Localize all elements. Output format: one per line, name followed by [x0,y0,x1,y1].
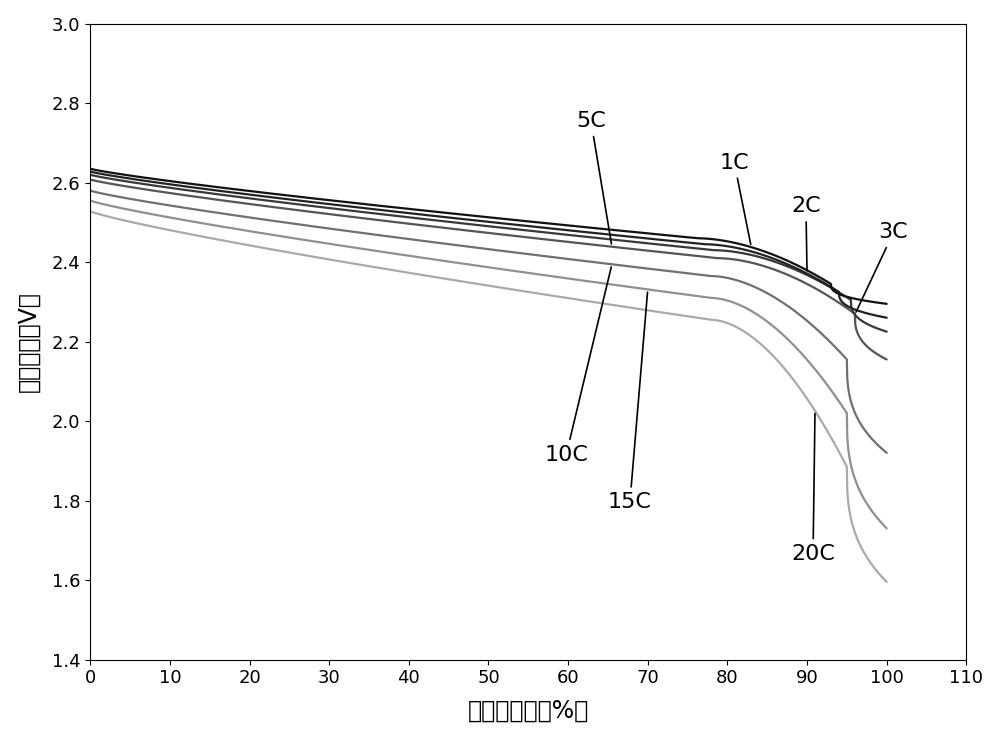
Text: 20C: 20C [791,413,835,564]
Text: 3C: 3C [856,222,908,312]
X-axis label: 容量保持率（%）: 容量保持率（%） [468,698,589,722]
Text: 15C: 15C [608,292,652,512]
Text: 1C: 1C [719,153,751,245]
Text: 5C: 5C [576,111,611,244]
Y-axis label: 放电电压（V）: 放电电压（V） [17,291,41,392]
Text: 2C: 2C [791,197,821,270]
Text: 10C: 10C [544,267,611,465]
